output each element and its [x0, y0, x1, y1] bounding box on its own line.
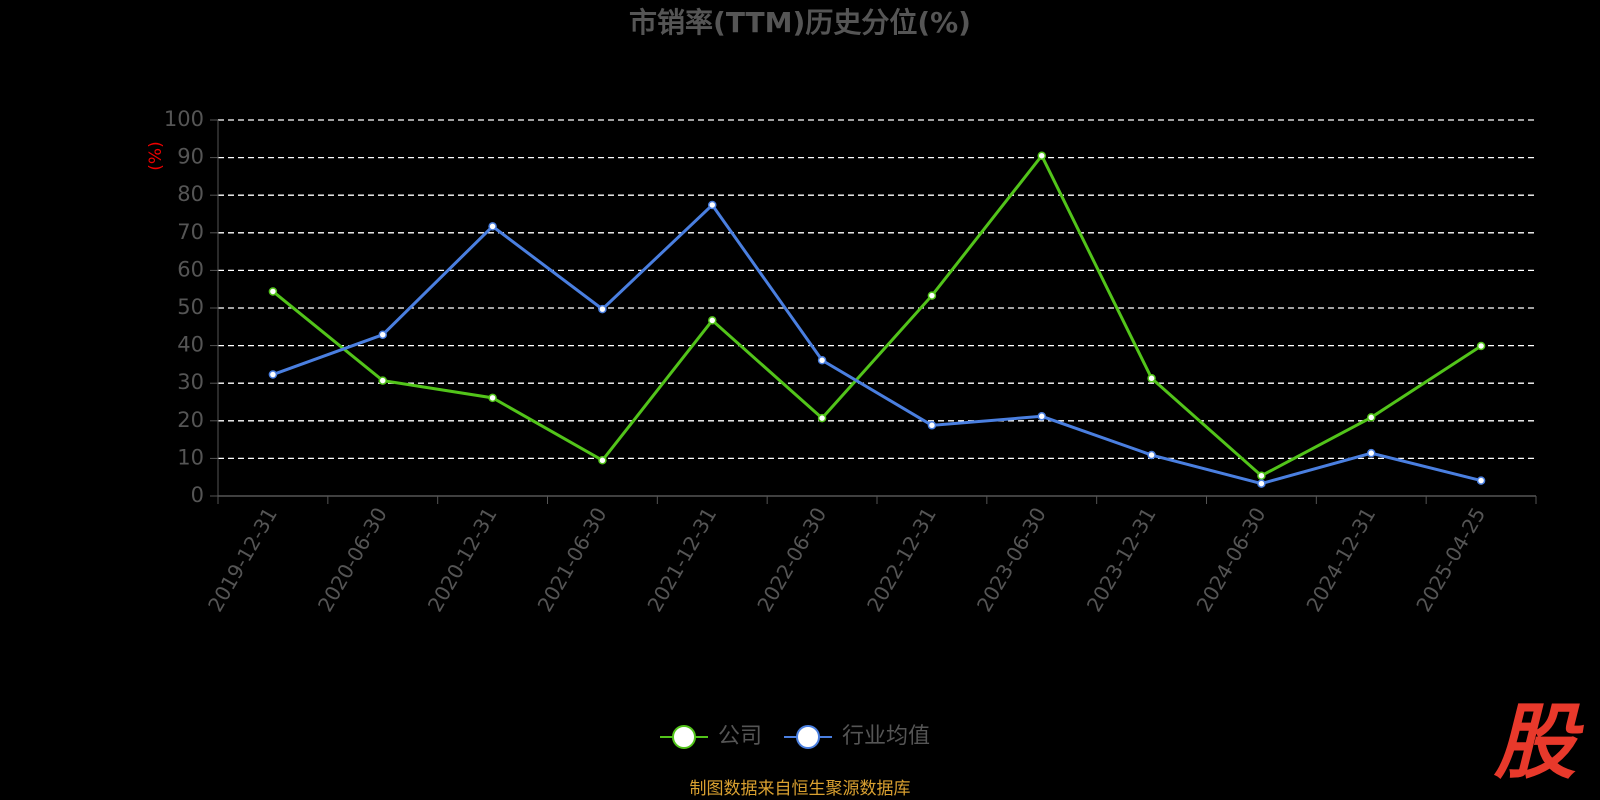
point [268, 287, 278, 296]
point [598, 304, 607, 314]
source-note: 制图数据来自恒生聚源数据库 [690, 779, 911, 799]
point [1257, 479, 1266, 488]
point [1037, 412, 1046, 421]
chart-title: 市销率(TTM)历史分位(%) [629, 6, 971, 39]
y-tick-label: 90 [177, 145, 204, 169]
point [1147, 374, 1156, 383]
point [1147, 450, 1156, 460]
point [1476, 341, 1486, 351]
point [1037, 151, 1046, 160]
point [708, 200, 717, 210]
x-tick-label: 2023-06-30 [972, 503, 1051, 616]
x-tick-label: 2020-06-30 [313, 503, 392, 616]
x-tick-label: 2021-06-30 [533, 503, 612, 616]
y-tick-label: 40 [177, 333, 204, 357]
point [378, 330, 387, 339]
point [1476, 476, 1486, 485]
point [488, 222, 497, 231]
y-tick-label: 20 [177, 408, 204, 432]
x-tick-label: 2022-12-31 [862, 503, 941, 616]
point [817, 413, 827, 423]
point [1367, 448, 1376, 458]
legend-label: 公司 [718, 724, 762, 749]
point [1367, 413, 1376, 422]
y-tick-label: 10 [177, 445, 204, 469]
x-tick-label: 2024-12-31 [1301, 503, 1380, 616]
x-tick-label: 2024-06-30 [1192, 503, 1271, 616]
x-tick-label: 2023-12-31 [1082, 503, 1161, 616]
x-tick-label: 2025-04-25 [1411, 503, 1490, 616]
y-tick-label: 30 [177, 370, 204, 394]
y-tick-label: 70 [177, 220, 204, 244]
y-tick-label: 80 [177, 182, 204, 206]
y-tick-label: 0 [191, 483, 204, 507]
legend-marker [672, 725, 696, 749]
point [378, 376, 387, 385]
x-tick-label: 2019-12-31 [203, 503, 282, 616]
logo: 股 [1493, 695, 1584, 790]
y-tick-label: 50 [177, 295, 204, 319]
point [1257, 471, 1266, 480]
point [268, 370, 278, 379]
point [488, 393, 497, 403]
point [708, 316, 717, 325]
point [927, 291, 937, 300]
x-tick-label: 2020-12-31 [423, 503, 502, 616]
y-axis-label: (%) [146, 141, 166, 170]
point [927, 421, 937, 430]
point [598, 456, 607, 465]
point [817, 356, 827, 365]
legend-label: 行业均值 [842, 724, 930, 749]
series-line [272, 202, 1482, 486]
x-tick-label: 2022-06-30 [752, 503, 831, 616]
x-tick-label: 2021-12-31 [642, 503, 721, 616]
y-tick-label: 60 [177, 257, 204, 281]
y-tick-label: 100 [164, 107, 204, 131]
legend-marker [796, 725, 821, 749]
series-line [271, 152, 1482, 478]
